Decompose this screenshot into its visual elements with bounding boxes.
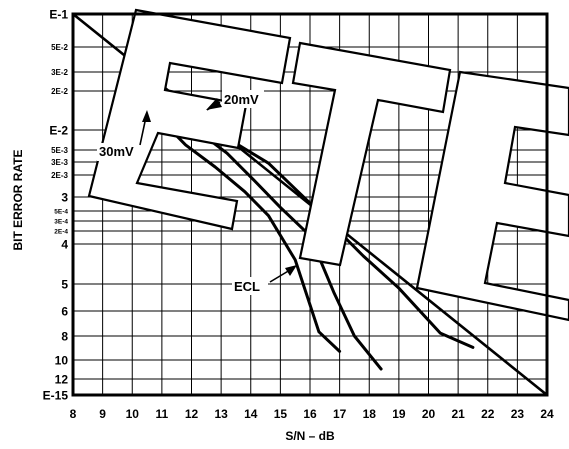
y-tick-label: 5 bbox=[61, 277, 68, 291]
y-tick-label: 3E-3 bbox=[51, 158, 68, 167]
x-tick-label: 18 bbox=[363, 407, 377, 421]
x-tick-label: 23 bbox=[511, 407, 525, 421]
x-tick-label: 20 bbox=[422, 407, 436, 421]
series-line-30mv bbox=[160, 119, 342, 353]
x-tick-label: 9 bbox=[99, 407, 106, 421]
y-tick-label: 12 bbox=[55, 372, 69, 386]
x-tick-label: 19 bbox=[392, 407, 406, 421]
annotations: 20mV 30mV ECL bbox=[97, 90, 297, 295]
x-tick-label: 11 bbox=[156, 407, 169, 421]
arrowhead-icon-20mv bbox=[206, 98, 222, 110]
x-tick-labels: 8 9 10 11 12 13 14 15 16 17 18 19 20 21 22 23 24 bbox=[70, 407, 554, 421]
y-axis-title: BIT ERROR RATE bbox=[11, 149, 25, 250]
x-tick-label: 17 bbox=[333, 407, 347, 421]
x-tick-label: 22 bbox=[481, 407, 495, 421]
y-tick-label: E-1 bbox=[49, 7, 68, 21]
y-tick-label: 2E-2 bbox=[51, 87, 68, 96]
y-tick-label: 2E-4 bbox=[54, 228, 68, 235]
fte-watermark bbox=[87, 8, 569, 322]
y-tick-labels: E-1 5E-2 3E-2 2E-2 E-2 5E-3 3E-3 2E-3 3 5E-4 3E-4 2… bbox=[43, 7, 69, 402]
y-tick-label: 6 bbox=[61, 304, 68, 318]
y-tick-label: 4 bbox=[61, 237, 68, 251]
annotation-label-20mv: 20mV bbox=[224, 92, 259, 107]
y-tick-label: 5E-4 bbox=[54, 208, 68, 215]
y-tick-label: 3E-4 bbox=[54, 218, 68, 225]
y-tick-label: 10 bbox=[55, 353, 69, 367]
y-tick-label: 2E-3 bbox=[51, 171, 68, 180]
x-axis-title: S/N – dB bbox=[285, 429, 335, 443]
annotation-label-30mv: 30mV bbox=[99, 144, 134, 159]
arrowhead-icon-30mv bbox=[142, 110, 151, 122]
y-tick-label: E-2 bbox=[49, 123, 68, 137]
annotation-label-ecl: ECL bbox=[234, 279, 260, 294]
annotation-label-bg-ecl bbox=[232, 277, 268, 295]
x-tick-label: 10 bbox=[126, 407, 140, 421]
plot-frame bbox=[71, 12, 549, 397]
watermark-letter-e bbox=[415, 70, 569, 322]
x-tick-label: 8 bbox=[70, 407, 77, 421]
y-tick-label: E-15 bbox=[43, 388, 69, 402]
y-tick-label: 8 bbox=[61, 329, 68, 343]
arrowhead-icon-ecl bbox=[285, 265, 297, 276]
y-tick-label: 3E-2 bbox=[51, 68, 68, 77]
x-tick-label: 16 bbox=[303, 407, 317, 421]
x-tick-label: 15 bbox=[274, 407, 288, 421]
annotation-arrow-ecl bbox=[269, 269, 291, 283]
x-tick-label: 12 bbox=[185, 407, 199, 421]
watermark-letter-f bbox=[87, 8, 292, 231]
x-tick-label: 14 bbox=[244, 407, 258, 421]
x-tick-label: 13 bbox=[214, 407, 228, 421]
watermark-letter-t bbox=[291, 41, 452, 267]
x-tick-label: 21 bbox=[451, 407, 465, 421]
y-tick-label: 3 bbox=[61, 190, 68, 204]
annotation-label-bg-30mv bbox=[97, 143, 139, 161]
annotation-label-bg-20mv bbox=[222, 90, 264, 108]
y-tick-label: 5E-3 bbox=[51, 146, 68, 155]
y-tick-label: 5E-2 bbox=[51, 43, 68, 52]
x-tick-label: 24 bbox=[540, 407, 554, 421]
